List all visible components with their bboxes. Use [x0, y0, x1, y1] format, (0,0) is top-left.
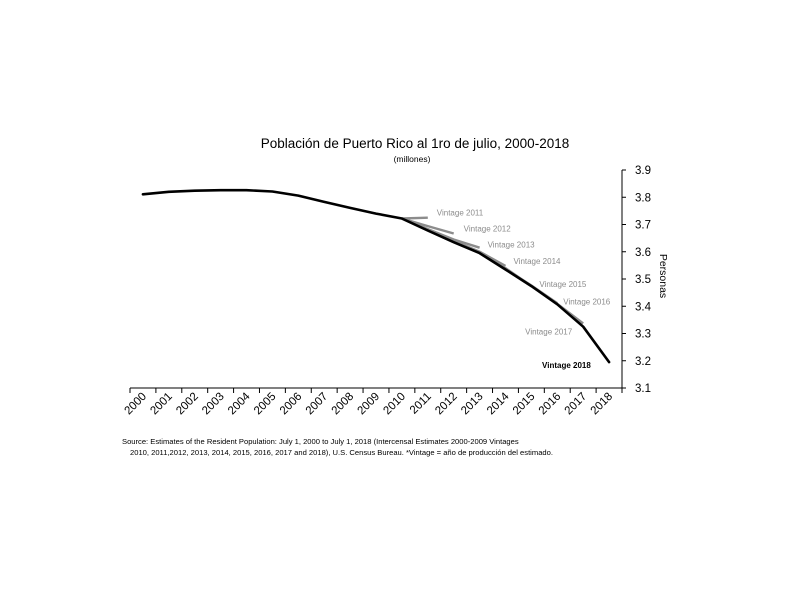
y-tick-label: 3.6 — [635, 247, 651, 259]
annotation-label: Vintage 2014 — [513, 257, 561, 266]
series-line-vintage-2018 — [141, 188, 611, 364]
series-layer — [141, 188, 611, 364]
annotation-label: Vintage 2017 — [525, 327, 573, 336]
x-tick-label: 2011 — [408, 391, 434, 417]
x-tick-label: 2002 — [174, 391, 201, 418]
x-tick-label: 2005 — [252, 391, 279, 418]
x-tick-label: 2009 — [356, 391, 383, 418]
annotation-label: Vintage 2013 — [488, 241, 536, 250]
y-tick-label: 3.5 — [635, 274, 651, 286]
y-tick-label: 3.3 — [635, 329, 651, 341]
source-line-1: Source: Estimates of the Resident Popula… — [122, 437, 519, 446]
y-tick-label: 3.9 — [635, 165, 651, 177]
x-tick-label: 2014 — [485, 390, 512, 417]
annotation-label: Vintage 2011 — [437, 209, 484, 218]
y-tick-label: 3.1 — [635, 383, 651, 395]
annotation-label: Vintage 2018 — [542, 361, 591, 370]
x-tick-label: 2012 — [433, 391, 460, 418]
y-tick-label: 3.2 — [635, 356, 651, 368]
chart-title: Población de Puerto Rico al 1ro de julio… — [261, 136, 569, 151]
y-axis-label: Personas — [657, 254, 669, 298]
annotation-layer: Vintage 2011 Vintage 2012 Vintage 2013 Vint… — [437, 209, 611, 370]
annotation-label: Vintage 2012 — [464, 224, 512, 233]
annotation-label: Vintage 2016 — [563, 297, 611, 306]
x-tick-label: 2007 — [304, 391, 331, 418]
x-tick-label: 2006 — [278, 391, 305, 418]
y-tick-label: 3.7 — [635, 220, 651, 232]
annotation-label: Vintage 2015 — [539, 280, 587, 289]
x-tick-label: 2000 — [122, 391, 149, 418]
x-tick-label: 2004 — [226, 390, 253, 417]
source-note: Source: Estimates of the Resident Popula… — [122, 436, 722, 458]
x-tick-label: 2001 — [148, 391, 175, 418]
series-line-vintage-2011 — [401, 216, 428, 220]
source-line-2: 2010, 2011,2012, 2013, 2014, 2015, 2016,… — [130, 448, 553, 457]
axes: 2000 2001 2002 2003 2004 2005 2006 2007 2008 2009… — [122, 165, 651, 417]
chart-subtitle: (millones) — [394, 154, 431, 164]
series-line-vintage-2017 — [401, 217, 584, 325]
x-tick-label: 2003 — [200, 391, 227, 418]
y-tick-label: 3.8 — [635, 192, 651, 204]
x-tick-label: 2018 — [589, 391, 616, 418]
x-tick-label: 2016 — [537, 391, 564, 418]
x-tick-label: 2010 — [381, 391, 408, 418]
y-tick-label: 3.4 — [635, 301, 652, 313]
x-tick-label: 2008 — [330, 391, 357, 418]
x-tick-label: 2015 — [511, 391, 538, 418]
x-tick-label: 2013 — [459, 391, 486, 418]
x-tick-label: 2017 — [563, 391, 590, 418]
